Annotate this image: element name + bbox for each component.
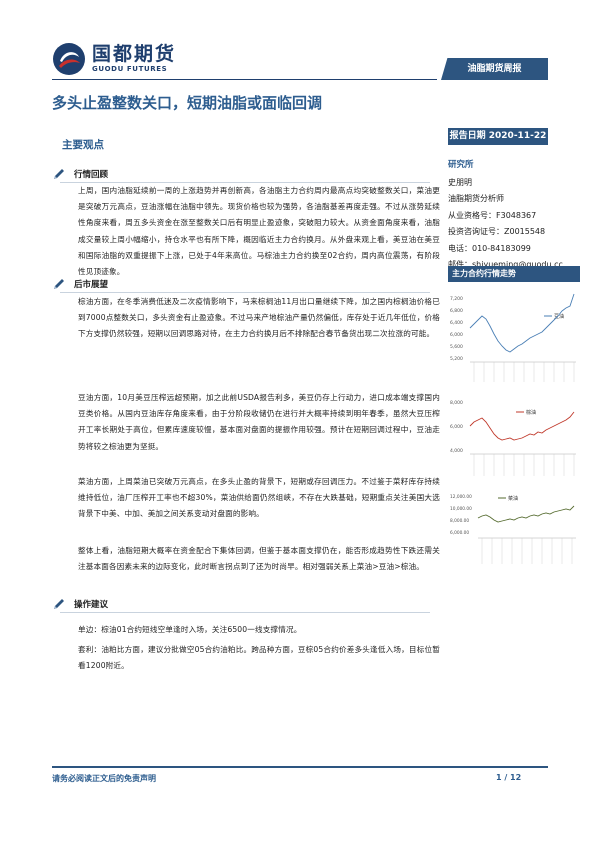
phone-number: 电话：010-84183099 <box>448 243 531 253</box>
logo-english-name: GUODU FUTURES <box>92 64 168 73</box>
section-title-main-views: 主要观点 <box>62 139 104 151</box>
footer-divider <box>52 766 548 768</box>
subsection-title: 后市展望 <box>74 280 109 290</box>
paragraph-summary: 整体上看，油脂短期大概率在资金配合下集体回调，但鉴于基本面支撑仍在，能否形成趋势… <box>78 546 440 572</box>
logo-chinese-name: 国都期货 <box>92 42 177 65</box>
rapeseed-oil-legend: 菜油 <box>508 495 518 502</box>
y-tick: 4,000 <box>450 448 463 454</box>
soybean-oil-legend: 豆油 <box>554 313 564 320</box>
y-tick: 6,000 <box>450 424 463 430</box>
paragraph-palm-oil: 棕油方面，在冬季消费低迷及二次疫情影响下，马来棕榈油11月出口量继续下降，加之国… <box>78 297 440 339</box>
subsection-divider <box>60 292 430 293</box>
advisory-certificate: 投资咨询证号：Z0015548 <box>448 227 546 237</box>
subsection-advice: 操作建议 <box>52 596 108 612</box>
paragraph-rapeseed-oil: 菜油方面，上周菜油已突破万元高点，在多头止盈的背景下，短期或存回调压力。不过鉴于… <box>78 477 440 519</box>
subsection-divider <box>60 182 430 183</box>
soybean-oil-series-line <box>469 293 575 353</box>
palm-oil-y-ticks: 8,000 6,000 4,000 <box>450 400 463 454</box>
subsection-market-review: 行情回顾 <box>52 166 108 182</box>
researcher-title: 油脂期货分析师 <box>448 194 504 204</box>
soybean-oil-chart: 7,200 6,800 6,400 6,000 5,600 5,200 豆油 <box>450 293 576 382</box>
palm-oil-series-line <box>469 411 575 441</box>
y-tick: 5,200 <box>450 356 463 362</box>
qualification-number: 从业资格号：F3048367 <box>448 210 537 220</box>
pen-icon <box>54 169 64 179</box>
subsection-outlook: 后市展望 <box>52 276 108 292</box>
palm-oil-chart: 8,000 6,000 4,000 棕油 <box>450 400 576 476</box>
y-tick: 10,000.00 <box>450 506 472 512</box>
paragraph-arbitrage: 套利：油粕比方面，建议分批做空05合约油粕比。跨品种方面，豆棕05合约价差多头逢… <box>78 645 440 671</box>
disclaimer-note: 请务必阅读正文后的免责声明 <box>52 774 156 783</box>
subsection-divider <box>60 612 430 613</box>
report-title: 多头止盈整数关口，短期油脂或面临回调 <box>52 94 323 112</box>
palm-oil-legend: 棕油 <box>526 409 536 416</box>
y-tick: 5,600 <box>450 344 463 350</box>
trend-section-header: 主力合约行情走势 <box>448 266 580 282</box>
researcher-label: 研究所 <box>448 160 474 170</box>
company-logo: 国都期货 GUODU FUTURES <box>52 42 176 76</box>
y-tick: 6,400 <box>450 320 463 326</box>
subsection-title: 行情回顾 <box>74 170 109 180</box>
paragraph-soybean-oil: 豆油方面，10月美豆压榨远超预期，加之此前USDA报告利多，美豆仍存上行动力，进… <box>78 393 440 451</box>
header-divider <box>52 79 437 80</box>
logo-mark-icon <box>53 43 85 75</box>
rapeseed-oil-y-ticks: 12,000.00 10,000.00 8,000.00 6,000.00 <box>450 494 472 536</box>
y-tick: 12,000.00 <box>450 494 472 500</box>
paragraph-market-review: 上周，国内油脂延续前一周的上涨趋势并再创新高，各油脂主力合约周内最高点均突破整数… <box>78 186 440 277</box>
soybean-oil-y-ticks: 7,200 6,800 6,400 6,000 5,600 5,200 <box>450 296 463 362</box>
paragraph-single-side: 单边：棕油01合约短线空单逢时入场，关注6500一线支撑情况。 <box>78 625 302 634</box>
subsection-title: 操作建议 <box>74 600 109 610</box>
rapeseed-oil-series-line <box>477 505 575 523</box>
page-number: 1 / 12 <box>496 773 522 782</box>
report-type-tag: 油脂期货周报 <box>441 58 548 80</box>
report-date: 报告日期 2020-11-22 <box>448 128 548 145</box>
y-tick: 8,000 <box>450 400 463 406</box>
researcher-name: 史朋明 <box>448 178 472 187</box>
y-tick: 7,200 <box>450 296 463 302</box>
email-address[interactable]: 邮件：shiyueming@guodu.cc <box>448 260 563 270</box>
rapeseed-oil-chart: 12,000.00 10,000.00 8,000.00 6,000.00 菜油 <box>450 494 576 564</box>
y-tick: 6,000 <box>450 332 463 338</box>
pen-icon <box>54 279 64 289</box>
y-tick: 6,800 <box>450 308 463 314</box>
pen-icon <box>54 599 64 609</box>
researcher-info: 研究所 史朋明 油脂期货分析师 从业资格号：F3048367 投资咨询证号：Z0… <box>448 158 578 273</box>
y-tick: 6,000.00 <box>450 530 469 536</box>
y-tick: 8,000.00 <box>450 518 469 524</box>
